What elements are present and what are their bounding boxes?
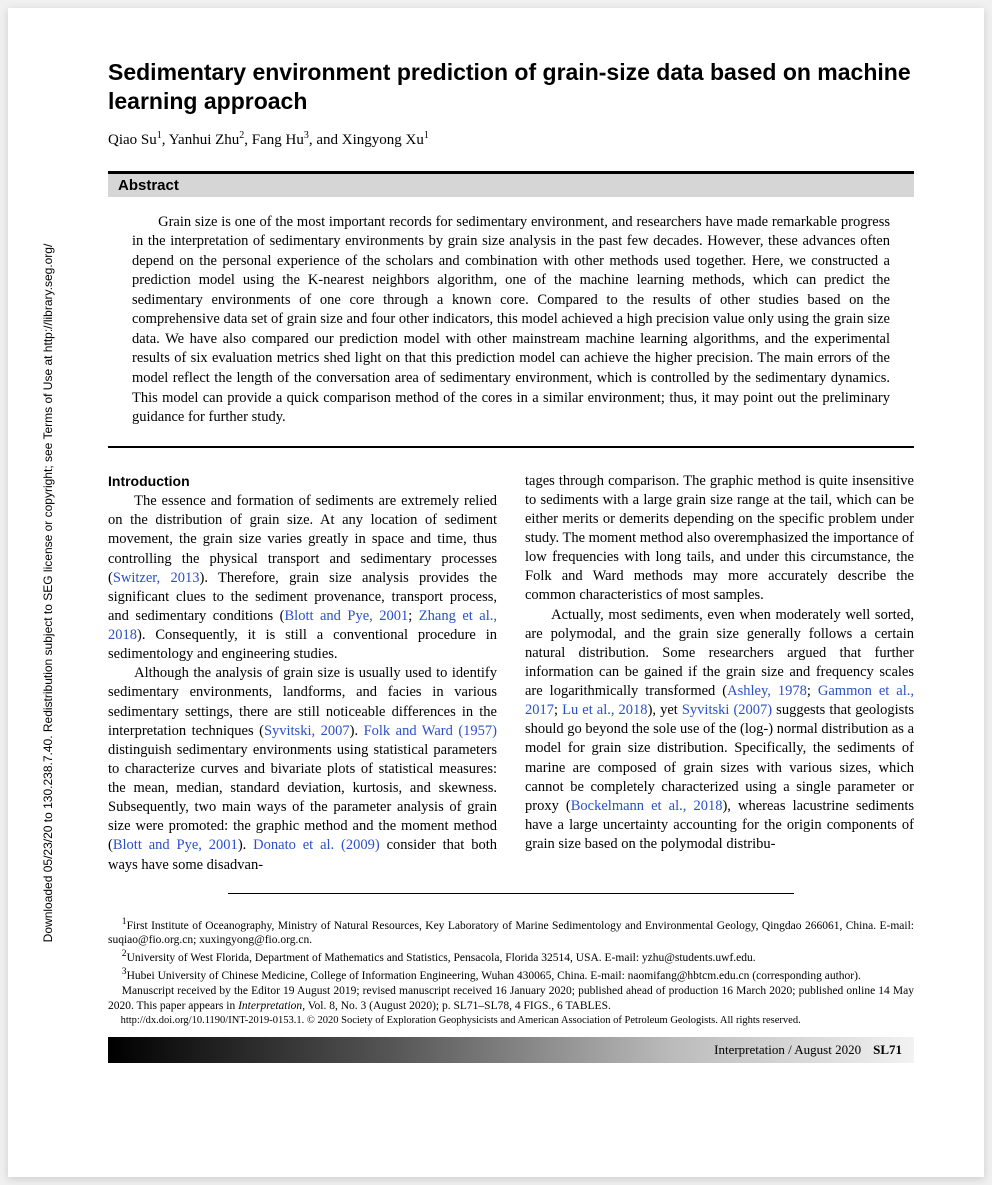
footer-page-number: SL71 (873, 1042, 902, 1058)
citation-link[interactable]: Switzer, 2013 (113, 570, 200, 586)
footnote-text: First Institute of Oceanography, Ministr… (108, 919, 914, 946)
author-2: Yanhui Zhu (169, 132, 240, 148)
affil-sup-1: 1 (157, 130, 162, 141)
affil-sup-3: 3 (304, 130, 309, 141)
text-frag: ). (238, 837, 253, 853)
paragraph-3: tages through comparison. The graphic me… (525, 472, 914, 606)
citation-link[interactable]: Folk and Ward (1957) (364, 723, 497, 739)
author-3: Fang Hu (252, 132, 304, 148)
footer-journal: Interpretation / August 2020 (714, 1042, 861, 1058)
author-line: Qiao Su1, Yanhui Zhu2, Fang Hu3, and Xin… (108, 130, 914, 149)
journal-name: Interpretation (238, 1000, 302, 1012)
footnote-1: 1First Institute of Oceanography, Minist… (108, 916, 914, 949)
footnote-text: University of West Florida, Department o… (127, 952, 756, 964)
author-4: Xingyong Xu (342, 132, 424, 148)
abstract-heading: Abstract (108, 174, 914, 197)
text-frag: ). Consequently, it is still a conventio… (108, 627, 497, 662)
citation-link[interactable]: Blott and Pye, 2001 (285, 608, 409, 624)
paragraph-1: The essence and formation of sediments a… (108, 492, 497, 664)
article-title: Sedimentary environment prediction of gr… (108, 58, 914, 116)
page: Downloaded 05/23/20 to 130.238.7.40. Red… (8, 8, 984, 1177)
text-frag: ), yet (648, 702, 682, 718)
citation-link[interactable]: Bockelmann et al., 2018 (571, 798, 723, 814)
citation-link[interactable]: Blott and Pye, 2001 (113, 837, 238, 853)
manuscript-info: Manuscript received by the Editor 19 Aug… (108, 984, 914, 1014)
citation-link[interactable]: Syvitski, 2007 (264, 723, 350, 739)
footnotes: 1First Institute of Oceanography, Minist… (108, 916, 914, 1028)
intro-heading: Introduction (108, 472, 497, 490)
download-note: Downloaded 05/23/20 to 130.238.7.40. Red… (41, 243, 55, 942)
abstract-body: Grain size is one of the most important … (108, 197, 914, 446)
footnote-2: 2University of West Florida, Department … (108, 948, 914, 966)
rule-footnote-top (228, 893, 794, 894)
author-1: Qiao Su (108, 132, 157, 148)
footnote-text: Hubei University of Chinese Medicine, Co… (127, 970, 861, 982)
rule-abstract-bottom (108, 446, 914, 448)
footnote-3: 3Hubei University of Chinese Medicine, C… (108, 966, 914, 984)
citation-link[interactable]: Ashley, 1978 (727, 683, 807, 699)
citation-link[interactable]: Donato et al. (2009) (253, 837, 380, 853)
affil-sup-4: 1 (424, 130, 429, 141)
text-frag: ; (807, 683, 818, 699)
text-frag: ). (350, 723, 364, 739)
text-frag: ; (408, 608, 419, 624)
paragraph-4: Actually, most sediments, even when mode… (525, 606, 914, 855)
doi-line: http://dx.doi.org/10.1190/INT-2019-0153.… (108, 1014, 914, 1028)
citation-link[interactable]: Lu et al., 2018 (562, 702, 647, 718)
citation-link[interactable]: Syvitski (2007) (682, 702, 772, 718)
footer-bar: Interpretation / August 2020 SL71 (108, 1037, 914, 1063)
text-frag: , Vol. 8, No. 3 (August 2020); p. SL71–S… (302, 1000, 611, 1012)
affil-sup-2: 2 (239, 130, 244, 141)
body-columns: Introduction The essence and formation o… (108, 472, 914, 875)
text-frag: ; (554, 702, 562, 718)
paragraph-2: Although the analysis of grain size is u… (108, 664, 497, 874)
